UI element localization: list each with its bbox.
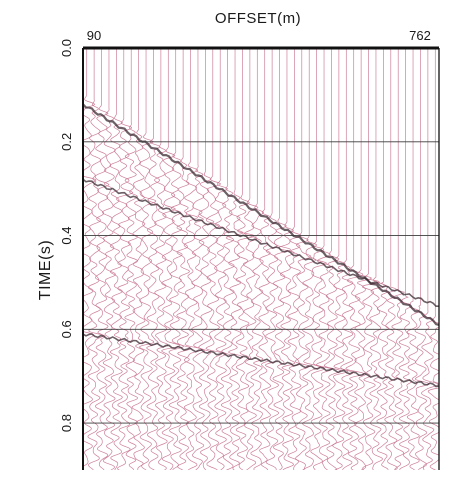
seismic-trace [109,48,123,470]
y-tick-label: 0.4 [59,227,74,245]
time-gridlines [83,141,439,424]
y-tick-label: 0.8 [59,414,74,432]
seismic-trace [414,48,430,470]
seismic-trace [376,48,389,470]
seismic-trace [87,48,104,470]
seismic-trace [183,48,204,470]
seismic-trace [242,48,259,470]
y-tick-label: 0.0 [59,39,74,57]
seismic-trace [176,48,192,470]
seismic-trace [102,48,116,470]
seismic-trace [278,48,296,470]
seismic-trace [146,48,161,470]
seismic-trace [340,48,354,470]
seismic-trace [235,48,256,470]
seismic-trace [272,48,291,470]
event-wavefront [83,333,439,388]
seismic-trace [332,48,349,470]
seismic-trace [354,48,373,470]
seismic-trace [220,48,235,470]
seismic-trace [124,48,139,470]
seismic-trace [384,48,398,470]
seismic-trace [258,48,272,470]
seismic-trace [287,48,302,470]
seismic-trace [302,48,320,470]
seismic-trace [191,48,205,470]
seismic-traces [83,48,439,470]
seismic-trace [406,48,420,470]
seismic-trace [398,48,413,470]
seismic-trace [168,48,185,470]
y-tick-labels: 0.0 0.2 0.4 0.6 0.8 [59,39,74,432]
x-tick-label-last: 762 [409,28,431,43]
seismic-trace [250,48,264,470]
y-axis-label: TIME(s) [37,240,54,300]
seismic-trace [225,48,244,470]
chart-title: OFFSET(m) [215,10,301,27]
seismic-trace [391,48,405,470]
seismic-trace [369,48,385,470]
seismic-trace [131,48,146,470]
seismic-trace [154,48,169,470]
x-tick-label-first: 90 [87,28,101,43]
seismic-trace [198,48,215,470]
y-tick-label: 0.6 [59,320,74,338]
seismic-trace [310,48,327,470]
seismic-trace [315,48,333,470]
seismic-trace [323,48,341,470]
seismic-trace [83,48,97,470]
seismic-trace [205,48,223,470]
seismic-trace [362,48,381,470]
seismic-trace [139,48,157,470]
seismic-trace [116,48,134,470]
seismic-trace [421,48,439,470]
y-tick-label: 0.2 [59,133,74,151]
event-wavefront [83,178,439,307]
seismic-trace [161,48,181,470]
seismic-trace [94,48,110,470]
seismic-trace [345,48,365,470]
